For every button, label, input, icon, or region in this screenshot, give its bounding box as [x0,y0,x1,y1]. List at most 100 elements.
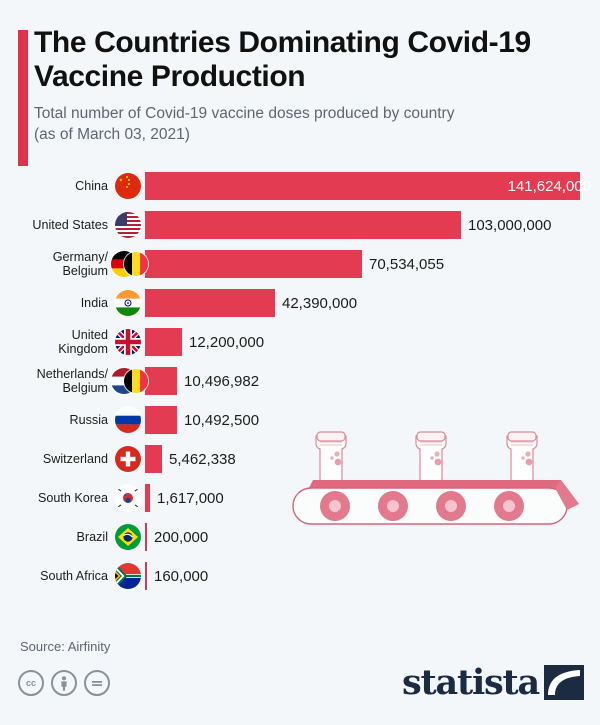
country-flag-group [110,479,145,518]
country-flag-group [110,206,145,245]
value-bar [145,406,177,435]
bar-track: 10,492,500 [145,401,600,440]
footer: Source: Airfinity cc statista [0,629,600,725]
table-row: Brazil 200,000 [0,518,600,557]
vial-group-1 [315,431,347,490]
value-label: 12,200,000 [189,333,265,351]
flag-be-icon [124,252,148,277]
table-row: United Kingdom 12,200,000 [0,323,600,362]
value-label: 141,624,000 [507,177,591,195]
flag-cn-icon [114,173,141,200]
flag-us-icon [114,212,141,239]
country-flag-group [110,518,145,557]
country-label: China [75,179,108,194]
belt-right-fold [555,480,579,510]
bar-track: 160,000 [145,557,600,596]
value-bar [145,367,177,396]
country-label: Russia [69,413,109,428]
bar-track: 141,624,000 [145,167,600,206]
country-flag-group [110,557,145,596]
flag-be-icon [124,369,148,394]
flag-za-icon [114,563,141,590]
belt-rollers [320,491,524,521]
flag-kr-icon [114,485,141,512]
country-flag-group [110,440,145,479]
value-label: 1,617,000 [157,489,224,507]
country-label: South Africa [40,569,108,584]
country-label: Germany/ Belgium [52,249,108,279]
table-row: South Africa 160,000 [0,557,600,596]
creative-commons-icons: cc [18,670,110,696]
table-row: India 42,390,000 [0,284,600,323]
country-label: India [80,296,108,311]
table-row: Russia 10,492,500 [0,401,600,440]
cc-glyph: cc [26,678,36,688]
value-label: 42,390,000 [282,294,358,312]
bar-track: 12,200,000 [145,323,600,362]
value-label: 5,462,338 [169,450,236,468]
country-label: United States [32,218,108,233]
bar-track: 1,617,000 [145,479,600,518]
equals-glyph [92,681,102,686]
country-label: Switzerland [42,452,108,467]
table-row: United States 103,000,000 [0,206,600,245]
title-accent-bar [18,30,28,166]
table-row: South Korea 1,617,000 [0,479,600,518]
country-label: Brazil [76,530,109,545]
country-flag-group [110,401,145,440]
statista-logo: statista [402,665,584,700]
value-label: 103,000,000 [468,216,552,234]
table-row: Switzerland 5,462,338 [0,440,600,479]
statista-wordmark: statista [402,662,540,703]
statista-swoosh-icon [544,665,584,700]
value-label: 70,534,055 [369,255,445,273]
country-label: South Korea [37,491,108,506]
bar-track: 103,000,000 [145,206,600,245]
page-subtitle: Total number of Covid-19 vaccine doses p… [34,105,455,143]
person-glyph [61,676,67,691]
flag-in-icon [114,290,141,317]
table-row: China 141,624,000 [0,167,600,206]
flag-ru-icon [114,407,141,434]
flag-gb-icon [114,329,141,356]
value-label: 10,492,500 [184,411,260,429]
value-bar [145,250,362,279]
header: The Countries Dominating Covid-19 Vaccin… [0,0,600,166]
value-bar [145,328,182,357]
country-flag-group [110,323,145,362]
value-bar [145,211,461,240]
bar-track: 42,390,000 [145,284,600,323]
page-title: The Countries Dominating Covid-19 Vaccin… [34,26,531,93]
attribution-person-icon [51,670,77,696]
value-bar [145,484,150,513]
value-label: 200,000 [154,528,209,546]
bar-track: 200,000 [145,518,600,557]
svg-text:cc: cc [26,678,36,688]
table-row: Germany/ Belgium 70,534,055 [0,245,600,284]
value-label: 160,000 [154,567,209,585]
bar-track: 5,462,338 [145,440,600,479]
country-flag-group [110,362,148,401]
flag-br-icon [114,524,141,551]
value-bar [145,172,580,201]
flag-ch-icon [114,446,141,473]
source-label: Source: Airfinity [20,639,111,654]
value-label: 10,496,982 [184,372,260,390]
bar-chart: China 141,624,000 United States 103,000,000… [0,167,600,596]
value-bar [145,289,275,318]
value-bar [145,562,147,591]
country-flag-group [110,167,145,206]
bar-track: 70,534,055 [145,245,600,284]
vial-group-2 [415,431,447,490]
cc-icon: cc [18,670,44,696]
country-label: Netherlands/ Belgium [36,366,108,396]
vial-group-3 [506,431,538,490]
country-flag-group [110,245,148,284]
country-label: United Kingdom [58,327,108,357]
table-row: Netherlands/ Belgium 10,496,982 [0,362,600,401]
value-bar [145,445,162,474]
value-bar [145,523,147,552]
bar-track: 10,496,982 [145,362,600,401]
vaccine-conveyor-illustration [292,431,579,525]
country-flag-group [110,284,145,323]
